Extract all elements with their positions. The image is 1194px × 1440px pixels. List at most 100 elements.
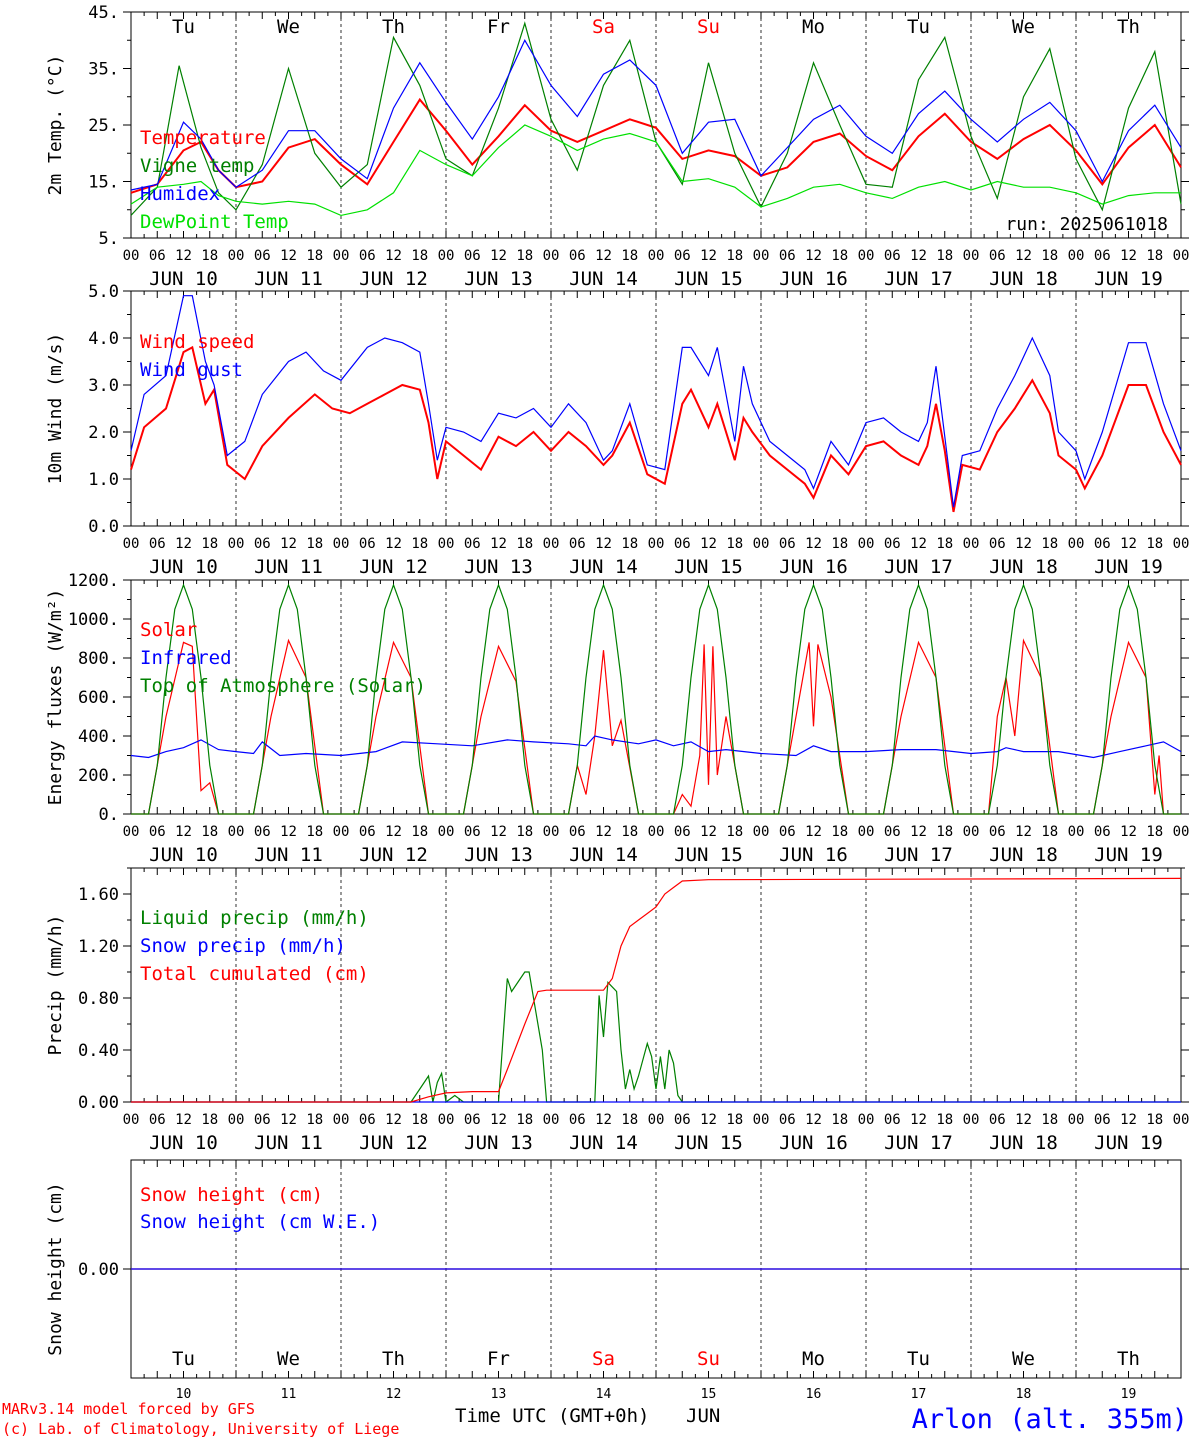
panel-4-hour-label: 18 [306,1112,323,1128]
panel-4-date-label: JUN 15 [674,1132,743,1154]
panel-1-hour-label: 12 [910,248,927,264]
panel-4-hour-label: 18 [831,1112,848,1128]
panel-3-hour-label: 12 [910,824,927,840]
panel-1-day-name: We [277,16,300,38]
panel-2-hour-label: 12 [280,536,297,552]
panel-2-hour-label: 12 [910,536,927,552]
panel-1-hour-label: 06 [674,248,691,264]
panel-4-legend-label: Snow precip (mm/h) [140,935,346,957]
panel-3-hour-label: 12 [700,824,717,840]
panel-1-hour-label: 18 [831,248,848,264]
panel-4-y-tick-label: 0.80 [78,989,119,1009]
panel-1-hour-label: 00 [753,248,770,264]
panel-3-hour-label: 06 [884,824,901,840]
panel-1-run-annotation: run: 2025061018 [1005,214,1168,235]
panel-4-legend-label: Liquid precip (mm/h) [140,907,369,929]
footer-model-text: MARv3.14 model forced by GFS [2,1400,255,1418]
panel-4-hour-label: 18 [1146,1112,1163,1128]
panel-4-hour-label: 06 [674,1112,691,1128]
panel-4-date-label: JUN 13 [464,1132,533,1154]
panel-2-hour-label: 06 [464,536,481,552]
panel-1-hour-label: 18 [936,248,953,264]
panel-4-hour-label: 12 [805,1112,822,1128]
panel-2-hour-label: 18 [306,536,323,552]
panel-4-hour-label: 18 [726,1112,743,1128]
panel-2-hour-label: 00 [123,536,140,552]
panel-4-hour-label: 00 [1068,1112,1085,1128]
panel-1-hour-label: 00 [1173,248,1190,264]
panel-3-hour-label: 00 [438,824,455,840]
panel-4-date-label: JUN 17 [884,1132,953,1154]
panel-4-hour-label: 12 [595,1112,612,1128]
panel-3-hour-label: 00 [123,824,140,840]
panel-4-series-2 [131,877,1182,1103]
panel-2-hour-label: 12 [1015,536,1032,552]
panel-2-y-axis-label: 10m Wind (m/s) [45,333,66,485]
panel-2-series-1 [130,295,1182,508]
panel-1-hour-label: 00 [858,248,875,264]
panel-3-date-label: JUN 11 [254,844,323,866]
panel-2-hour-label: 00 [1173,536,1190,552]
panel-3-hour-label: 06 [1094,824,1111,840]
panel-2-hour-label: 06 [989,536,1006,552]
panel-1-hour-label: 12 [490,248,507,264]
panel-3-hour-label: 06 [254,824,271,840]
panel-2-hour-label: 06 [779,536,796,552]
panel-3-hour-label: 00 [1173,824,1190,840]
panel-1-hour-label: 12 [595,248,612,264]
panel-2-hour-label: 06 [359,536,376,552]
panel-3-date-label: JUN 19 [1094,844,1163,866]
panel-2-hour-label: 00 [753,536,770,552]
panel-5-y-axis-label: Snow height (cm) [45,1182,66,1355]
panel-3-date-label: JUN 10 [149,844,218,866]
panel-1-day-name: Mo [802,16,825,38]
panel-3-hour-label: 12 [490,824,507,840]
panel-5-day-number: 14 [596,1387,612,1402]
panel-3-date-label: JUN 15 [674,844,743,866]
panel-1-hour-label: 18 [411,248,428,264]
panel-3-hour-label: 00 [858,824,875,840]
panel-3-hour-label: 18 [936,824,953,840]
panel-5-day-name: Th [382,1348,405,1370]
panel-1-hour-label: 12 [280,248,297,264]
panel-2-hour-label: 00 [228,536,245,552]
panel-1-hour-label: 00 [333,248,350,264]
panel-1-date-label: JUN 14 [569,268,638,290]
panel-2-hour-label: 00 [1068,536,1085,552]
panel-1-day-name: Su [697,16,720,38]
panel-3-hour-label: 06 [569,824,586,840]
panel-1-hour-label: 12 [700,248,717,264]
panel-3-hour-label: 12 [805,824,822,840]
panel-2-date-label: JUN 17 [884,556,953,578]
panel-4-hour-label: 12 [910,1112,927,1128]
panel-4-hour-label: 12 [175,1112,192,1128]
panel-4-hour-label: 12 [280,1112,297,1128]
panel-2-series-0 [130,345,1182,513]
panel-3-hour-label: 06 [149,824,166,840]
panel-2-y-tick-label: 4.0 [88,329,119,349]
panel-2-date-label: JUN 15 [674,556,743,578]
panel-3-y-tick-label: 200. [78,766,119,786]
panel-5-day-number: 15 [701,1387,717,1402]
panel-4-hour-label: 00 [1173,1112,1190,1128]
panel-2-hour-label: 18 [726,536,743,552]
panel-1-hour-label: 06 [149,248,166,264]
panel-2-y-tick-label: 1.0 [88,470,119,490]
panel-1-hour-label: 06 [359,248,376,264]
panel-4-hour-label: 06 [359,1112,376,1128]
panel-3-hour-label: 18 [621,824,638,840]
panel-3-hour-label: 00 [648,824,665,840]
panel-2-date-label: JUN 14 [569,556,638,578]
panel-1-hour-label: 00 [1068,248,1085,264]
panel-2-y-tick-label: 3.0 [88,376,119,396]
panel-2-y-tick-label: 0.0 [88,517,119,537]
panel-1-day-name: We [1012,16,1035,38]
panel-2-hour-label: 00 [438,536,455,552]
panel-3-hour-label: 12 [280,824,297,840]
panel-3-hour-label: 06 [674,824,691,840]
panel-1-day-name: Tu [907,16,930,38]
panel-1-series-0 [130,97,1182,194]
panel-5-day-number: 17 [911,1387,927,1402]
panel-3-date-label: JUN 17 [884,844,953,866]
panel-4-hour-label: 12 [1015,1112,1032,1128]
